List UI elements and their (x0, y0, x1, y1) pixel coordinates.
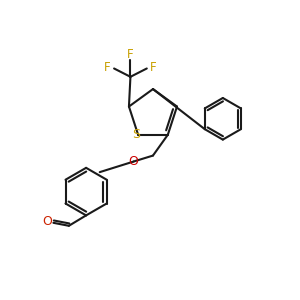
Text: O: O (42, 215, 52, 228)
Text: F: F (150, 61, 157, 74)
Text: F: F (127, 48, 134, 61)
Text: O: O (128, 155, 138, 168)
Text: F: F (104, 61, 111, 74)
Text: S: S (132, 128, 140, 141)
